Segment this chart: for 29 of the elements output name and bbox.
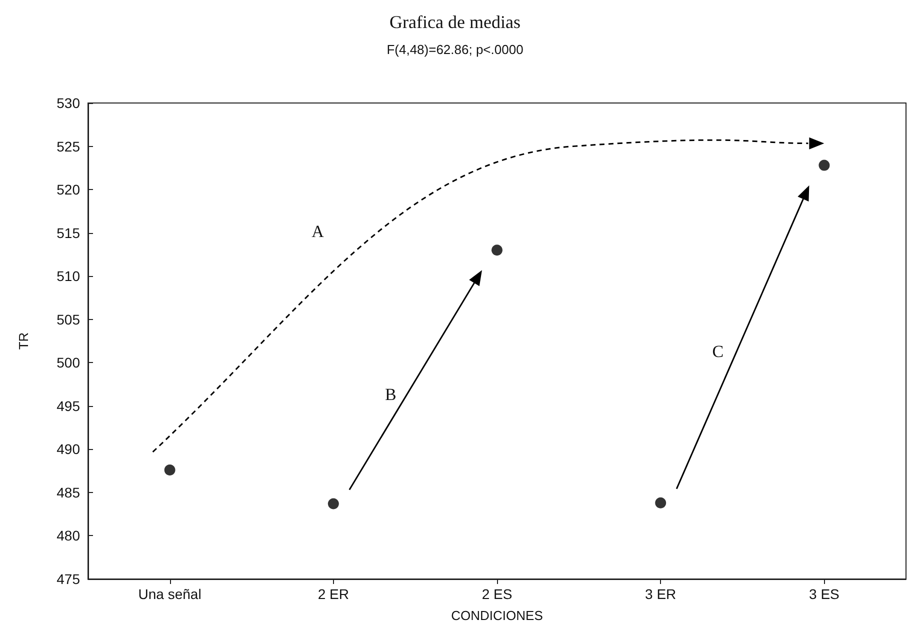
chart-subtitle: F(4,48)=62.86; p<.0000 [386, 42, 524, 57]
y-tick-label: 475 [56, 571, 80, 587]
annotation: A [312, 222, 325, 241]
x-tick-label: 3 ER [645, 586, 676, 602]
y-tick-label: 500 [56, 354, 80, 371]
x-tick-label: 2 ES [482, 586, 512, 602]
y-tick-label: 525 [56, 138, 80, 154]
x-tick-label: 2 ER [318, 586, 349, 602]
x-tick-label: 3 ES [809, 586, 840, 602]
y-tick-label: 505 [56, 311, 80, 328]
y-tick-label: 520 [56, 182, 80, 198]
y-tick-label: 510 [56, 268, 80, 284]
y-tick-label: 495 [56, 398, 80, 414]
point [492, 244, 502, 256]
chart-title: Grafica de medias [390, 12, 520, 32]
y-tick-label: 480 [56, 528, 80, 544]
y-tick-label: 515 [56, 224, 80, 241]
y-tick-label: 490 [56, 441, 80, 458]
y-tick-label: 485 [56, 484, 80, 500]
point [818, 160, 830, 171]
point [655, 497, 666, 508]
point [328, 498, 339, 510]
point [164, 464, 176, 476]
y-axis-title: TR [16, 332, 31, 350]
x-tick-label: Una señal [138, 586, 202, 602]
y-tick-label: 530 [56, 95, 80, 111]
annotation: B [385, 384, 396, 404]
annotation: C [712, 342, 724, 362]
x-axis-title: CONDICIONES [451, 608, 544, 623]
